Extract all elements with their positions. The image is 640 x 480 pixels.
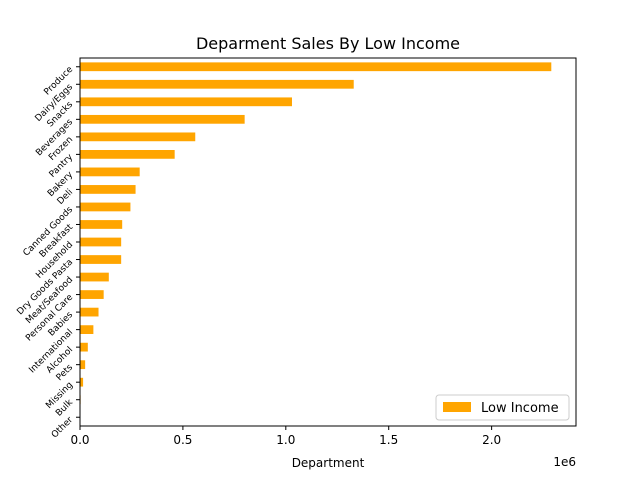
bar [80, 307, 99, 317]
bar [80, 290, 104, 299]
bar [80, 132, 196, 142]
x-scale-label: 1e6 [553, 455, 576, 469]
bars-group [80, 62, 552, 422]
bar [80, 97, 292, 107]
bar [80, 360, 86, 370]
bar [80, 202, 131, 212]
x-axis: 0.0 0.5 1.0 1.5 2.0 [70, 426, 501, 447]
x-tick-label: 1.0 [276, 433, 295, 447]
x-tick-label: 0.0 [70, 433, 89, 447]
legend-label: Low Income [481, 401, 559, 416]
x-tick-label: 0.5 [173, 433, 192, 447]
x-tick-label: 2.0 [482, 433, 501, 447]
bar [80, 150, 175, 159]
bar [80, 114, 245, 124]
legend: Low Income [435, 394, 570, 421]
bar [80, 377, 84, 387]
bar [80, 325, 94, 334]
bar [80, 79, 354, 89]
bar [80, 167, 140, 177]
bar [80, 255, 122, 264]
bar [80, 220, 123, 229]
bar [80, 237, 122, 247]
bar [80, 62, 552, 72]
legend-swatch [443, 402, 471, 412]
legend-box [435, 394, 570, 421]
x-tick-label: 1.5 [379, 433, 398, 447]
bar [80, 342, 88, 352]
x-axis-label: Department [292, 456, 365, 470]
chart-title: Deparment Sales By Low Income [196, 34, 460, 53]
bar [80, 272, 109, 282]
bar [80, 185, 136, 194]
